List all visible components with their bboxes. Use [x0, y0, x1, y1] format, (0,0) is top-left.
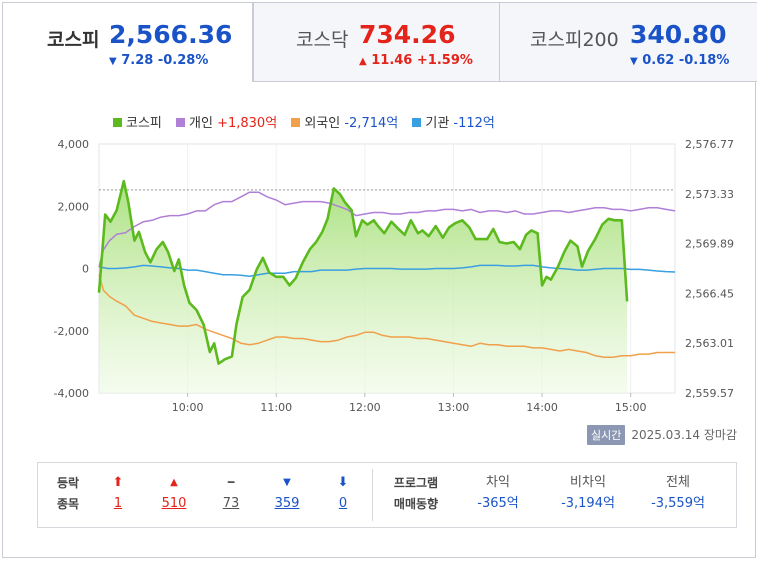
legend-value: -2,714억 [344, 116, 399, 131]
left-tick-label: -2,000 [54, 325, 89, 338]
left-tick-label: 2,000 [58, 200, 90, 213]
legend-item-kospi[interactable]: 코스피 [113, 116, 162, 131]
breadth-fall[interactable]: ▼ 359 [262, 472, 312, 514]
program-header-line1: 프로그램 [393, 476, 439, 490]
legend-item-institution[interactable]: 기관 -112억 [412, 116, 495, 131]
x-tick-label: 11:00 [260, 401, 292, 414]
breadth-header-line2: 종목 [56, 497, 80, 511]
program-value: -3,559억 [651, 496, 705, 511]
right-tick-label: 2,566.45 [685, 287, 734, 300]
right-tick-label: 2,559.57 [685, 387, 734, 400]
breadth-count[interactable]: 510 [161, 496, 187, 511]
legend-item-foreign[interactable]: 외국인 -2,714억 [291, 116, 398, 131]
series-line-3 [98, 264, 676, 278]
program-total: 전체 -3,559억 [633, 472, 723, 514]
breadth-upper-limit[interactable]: ⬆ 1 [93, 472, 143, 514]
fall-icon: ▼ [283, 477, 291, 488]
right-tick-label: 2,576.77 [685, 138, 734, 151]
breadth-unchanged[interactable]: ━ 73 [206, 472, 256, 514]
x-tick-label: 13:00 [438, 401, 470, 414]
legend-value: -112억 [453, 116, 495, 131]
program-header-line2: 매매동향 [393, 497, 439, 511]
x-tick-label: 12:00 [349, 401, 381, 414]
change-pct: -0.18% [678, 53, 730, 68]
legend-swatch [113, 118, 122, 127]
breadth-header: 등락 종목 [48, 473, 88, 515]
program-label: 차익 [486, 475, 510, 490]
right-tick-label: 2,569.89 [685, 238, 734, 251]
tab-name: 코스피 [47, 29, 100, 51]
left-tick-label: 4,000 [58, 138, 90, 151]
breadth-count[interactable]: 0 [338, 496, 348, 511]
intraday-chart: 10:00 11:00 12:00 13:00 14:00 15:00 4,000 2,000… [54, 138, 734, 414]
legend-label: 기관 [425, 116, 450, 131]
left-tick-label: 0 [82, 263, 89, 276]
tab-kospi[interactable]: 코스피 2,566.36 ▼ 7.28 -0.28% [3, 2, 253, 82]
tab-change: ▲ 11.46 +1.59% [359, 53, 473, 68]
legend-label: 외국인 [304, 116, 341, 131]
tab-price: 2,566.36 [109, 20, 233, 49]
legend-swatch [176, 118, 186, 127]
down-arrow-icon: ▼ [109, 56, 117, 67]
x-tick-label: 14:00 [526, 401, 558, 414]
lower-limit-icon: ⬇ [337, 475, 349, 490]
rise-icon: ▲ [170, 477, 178, 488]
upper-limit-icon: ⬆ [112, 475, 124, 490]
breadth-count[interactable]: 1 [113, 496, 123, 511]
change-value: 11.46 [371, 53, 413, 68]
breadth-count[interactable]: 73 [222, 496, 240, 511]
right-tick-label: 2,573.33 [685, 188, 734, 201]
series-line-1 [98, 191, 676, 268]
tab-price: 734.26 [359, 20, 456, 49]
legend-value: +1,830억 [217, 116, 278, 131]
legend-label: 코스피 [126, 116, 162, 131]
change-pct: +1.59% [416, 53, 473, 68]
breadth-count[interactable]: 359 [274, 496, 300, 511]
market-summary-panel: 등락 종목 ⬆ 1 ▲ 510 ━ 73 ▼ 359 ⬇ 0 프로그램 매매동향 [37, 462, 737, 528]
x-tick-label: 15:00 [615, 401, 647, 414]
tab-change: ▼ 0.62 -0.18% [630, 53, 729, 68]
series-area-0 [99, 181, 628, 393]
up-arrow-icon: ▲ [359, 56, 367, 67]
program-arbitrage: 차익 -365억 [453, 472, 543, 514]
change-value: 0.62 [642, 53, 675, 68]
tab-name: 코스닥 [296, 29, 349, 51]
tab-change: ▼ 7.28 -0.28% [109, 53, 208, 68]
legend-item-individual[interactable]: 개인 +1,830억 [176, 116, 277, 131]
change-value: 7.28 [121, 53, 154, 68]
program-label: 비차익 [570, 475, 606, 490]
down-arrow-icon: ▼ [630, 56, 638, 67]
chart-legend: 코스피 개인 +1,830억 외국인 -2,714억 기관 -112억 [113, 112, 505, 131]
unchanged-icon: ━ [227, 476, 235, 489]
realtime-badge[interactable]: 실시간 [586, 425, 626, 445]
index-tabs: 코스피 2,566.36 ▼ 7.28 -0.28% 코스닥 734.26 ▲ … [3, 2, 757, 82]
legend-swatch [291, 118, 301, 127]
tab-kospi200[interactable]: 코스피200 340.80 ▼ 0.62 -0.18% [500, 2, 757, 82]
series-line-0 [97, 179, 629, 365]
market-status: 실시간 2025.03.14 장마감 [586, 425, 737, 445]
breadth-rise[interactable]: ▲ 510 [149, 472, 199, 514]
tab-name: 코스피200 [530, 29, 619, 51]
left-tick-label: -4,000 [54, 387, 89, 400]
series-line-2 [98, 274, 675, 358]
x-tick-label: 10:00 [172, 401, 204, 414]
legend-swatch [412, 118, 422, 127]
program-header: 프로그램 매매동향 [386, 473, 446, 515]
right-tick-label: 2,563.01 [685, 337, 734, 350]
change-pct: -0.28% [157, 53, 209, 68]
trade-date: 2025.03.14 [631, 428, 701, 442]
legend-label: 개인 [189, 116, 213, 131]
program-value: -3,194억 [561, 496, 615, 511]
tab-price: 340.80 [630, 20, 727, 49]
program-label: 전체 [666, 475, 690, 490]
breadth-lower-limit[interactable]: ⬇ 0 [318, 472, 368, 514]
program-non-arbitrage: 비차익 -3,194억 [543, 472, 633, 514]
market-state: 장마감 [703, 428, 737, 442]
program-value: -365억 [477, 496, 519, 511]
tab-kosdaq[interactable]: 코스닥 734.26 ▲ 11.46 +1.59% [253, 2, 500, 82]
breadth-header-line1: 등락 [56, 476, 80, 490]
panel-divider [372, 469, 373, 521]
